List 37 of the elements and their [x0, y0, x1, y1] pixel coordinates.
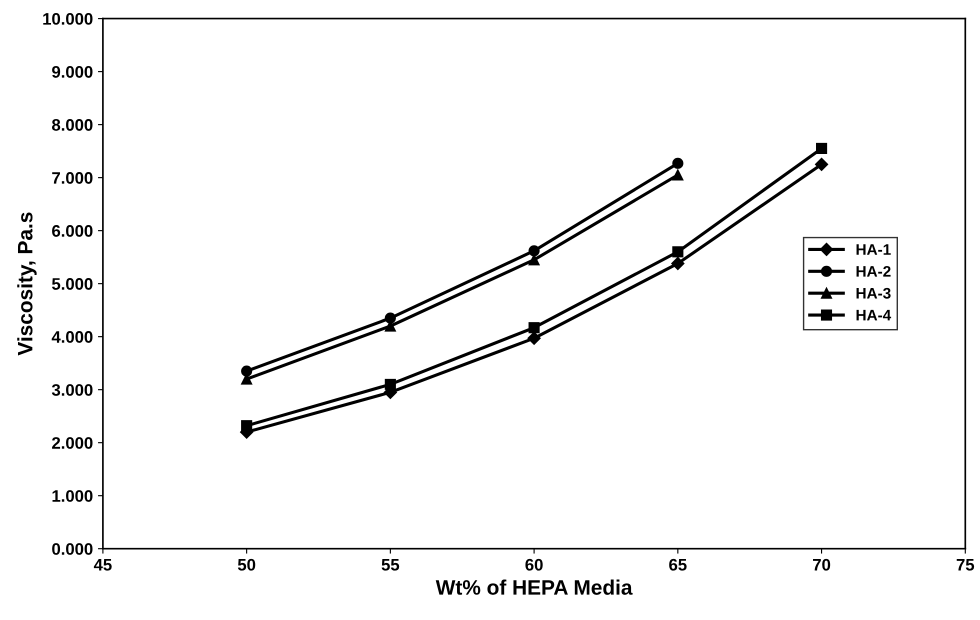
y-tick-label: 3.000	[52, 384, 92, 396]
point	[528, 245, 540, 256]
point	[384, 312, 396, 324]
y-tick-label: 10.000	[43, 13, 92, 25]
y-tick-label: 4.000	[52, 331, 92, 343]
point	[672, 158, 684, 169]
y-tick-label: 8.000	[52, 119, 92, 131]
point	[672, 246, 684, 258]
point	[241, 366, 252, 377]
point	[671, 256, 684, 270]
y-tick-label: 9.000	[52, 66, 92, 78]
x-tick-label: 70	[813, 558, 830, 571]
y-tick-label: 0.000	[52, 543, 92, 555]
x-tick-label: 45	[94, 559, 112, 571]
x-tick-label: 60	[525, 558, 543, 571]
x-tick-label: 50	[238, 558, 256, 571]
legend-label: HA-2	[856, 266, 891, 277]
x-axis-title: Wt% of HEPA Media	[436, 580, 633, 595]
point	[814, 158, 828, 171]
x-tick-label: 75	[956, 559, 974, 571]
y-tick-label: 5.000	[52, 278, 92, 290]
point	[528, 322, 540, 334]
y-tick-label: 2.000	[52, 437, 92, 449]
legend-label: HA-4	[856, 310, 892, 320]
legend-label: HA-1	[856, 244, 891, 255]
point	[816, 142, 828, 154]
y-axis-title: Viscosity, Pa.s	[17, 212, 37, 356]
y-tick-label: 1.000	[52, 490, 92, 502]
y-tick-label: 6.000	[52, 225, 92, 237]
point	[241, 420, 252, 432]
x-tick-label: 65	[669, 558, 687, 571]
point	[672, 169, 684, 181]
point	[528, 332, 541, 345]
point	[384, 378, 396, 390]
y-tick-label: 7.000	[52, 172, 92, 184]
legend-label: HA-3	[856, 288, 891, 299]
x-tick-label: 55	[382, 559, 400, 571]
